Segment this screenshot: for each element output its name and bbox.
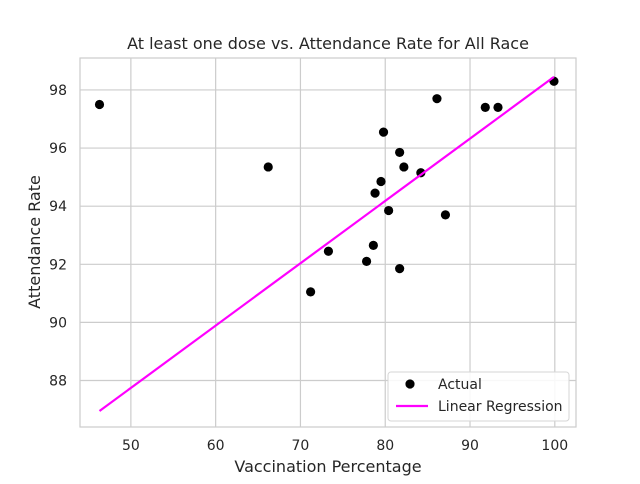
- y-tick-label: 92: [49, 257, 67, 273]
- data-point: [384, 205, 394, 216]
- x-tick-label: 70: [292, 438, 310, 454]
- data-point: [399, 162, 409, 172]
- data-point: [263, 162, 273, 172]
- legend-label-actual: Actual: [438, 377, 482, 393]
- legend: Actual Linear Regression: [387, 371, 570, 422]
- x-axis-label: Vaccination Percentage: [234, 457, 421, 476]
- data-point: [493, 102, 503, 112]
- data-point: [323, 246, 334, 256]
- y-tick-label: 90: [49, 315, 67, 331]
- y-tick-label: 94: [49, 199, 67, 215]
- legend-marker-actual: [405, 379, 415, 389]
- y-axis-label: Attendance Rate: [25, 175, 44, 309]
- plot-area: 50 60 70 80 90 100 88 90 92 94 96 98 Actual Linear Re…: [49, 57, 577, 454]
- grid-lines: [80, 58, 576, 427]
- x-tick-label: 90: [461, 438, 479, 454]
- data-point: [368, 240, 378, 251]
- legend-box: [387, 371, 570, 422]
- plot-frame: [79, 57, 577, 428]
- x-tick-label: 60: [207, 438, 225, 454]
- x-tick-label: 80: [376, 438, 394, 454]
- data-point: [395, 264, 405, 274]
- data-point: [416, 168, 426, 178]
- y-tick-label: 96: [49, 141, 67, 157]
- data-point: [378, 127, 389, 137]
- legend-label-regression: Linear Regression: [438, 399, 563, 415]
- data-point: [370, 188, 380, 198]
- data-point: [306, 287, 316, 297]
- y-tick-label: 88: [49, 374, 67, 390]
- data-point: [376, 176, 386, 187]
- data-point: [94, 99, 105, 110]
- chart-title: At least one dose vs. Attendance Rate fo…: [127, 34, 529, 53]
- data-point: [361, 256, 372, 266]
- x-tick-label: 100: [541, 438, 568, 454]
- data-point: [395, 147, 405, 158]
- y-tick-label: 98: [49, 83, 67, 99]
- data-point: [440, 210, 451, 220]
- data-point: [480, 102, 490, 112]
- regression-line: [98, 75, 555, 412]
- x-tick-label: 50: [122, 438, 140, 454]
- data-point: [432, 94, 442, 104]
